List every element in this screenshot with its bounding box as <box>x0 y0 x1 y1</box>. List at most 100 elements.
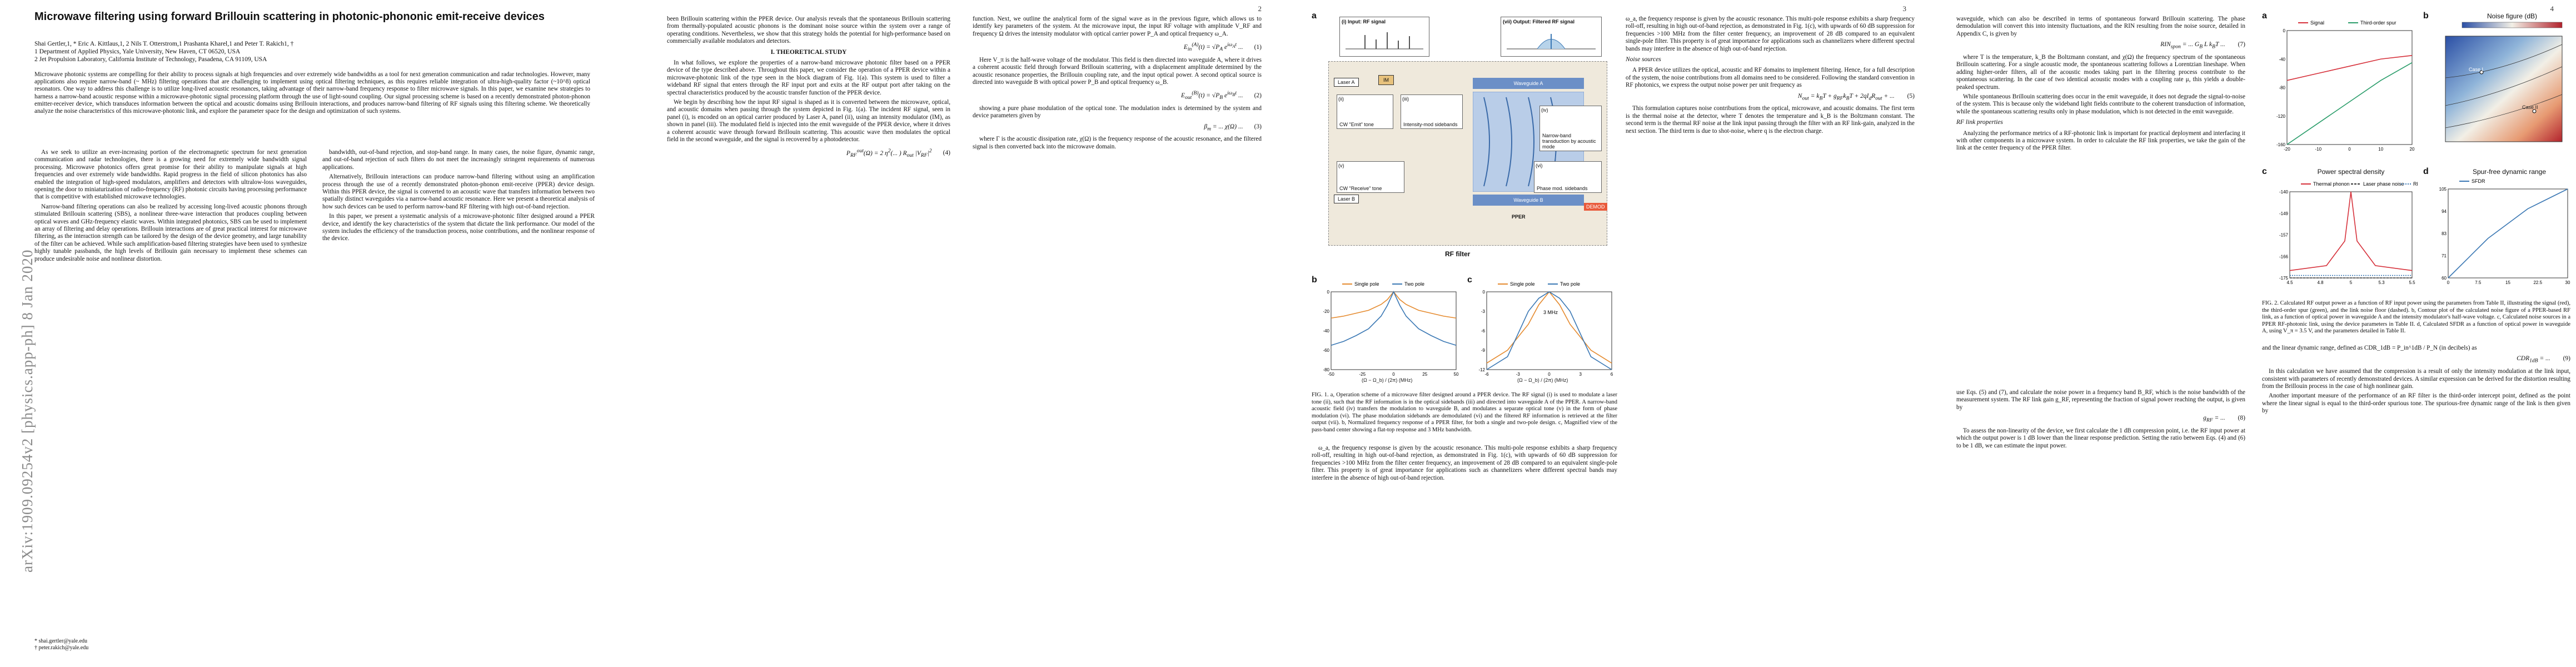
y-tick-label: -120 <box>2276 114 2286 119</box>
fig2b-case-2: Case II <box>2522 104 2538 110</box>
y-tick-label: -80 <box>1323 367 1329 372</box>
roman-v: (v) <box>1338 163 1344 168</box>
x-tick-label: 0 <box>1548 372 1551 377</box>
legend-label: Single pole <box>1354 281 1379 287</box>
figure-2c: c Power spectral density 4.5 4.8 5 5.3 5.5 -1… <box>2262 167 2418 295</box>
figure-1-caption: FIG. 1. a, Operation scheme of a microwa… <box>1312 392 1617 433</box>
plot-frame <box>2448 188 2568 278</box>
y-tick-label: -40 <box>2279 57 2285 62</box>
panel-label: c <box>1467 275 1472 285</box>
y-tick-label: -140 <box>2279 190 2289 195</box>
roman-vi: (vi) <box>1536 163 1543 168</box>
panel-label: d <box>2423 167 2429 176</box>
y-tick-label: -160 <box>2276 142 2286 147</box>
col8-paragraph-2: In this calculation we have assumed that… <box>2262 368 2570 390</box>
roman-iv: (iv) <box>1541 107 1548 113</box>
body-column-7: use Eqs. (5) and (7), and calculate the … <box>1956 389 2245 452</box>
y-tick-label: -20 <box>1323 309 1329 314</box>
series-line-0 <box>2286 55 2413 81</box>
figure-1a: a (i) Input: RF signal (vii) Output: Fil… <box>1312 11 1612 272</box>
y-tick-label: -80 <box>2279 86 2285 91</box>
figure-2a: a -20 -10 0 10 20 -160 -120 -80 -40 0 Signal Third-… <box>2262 11 2418 161</box>
body-column-1: As we seek to utilize an ever-increasing… <box>34 149 307 265</box>
y-tick-label: -9 <box>1481 348 1486 353</box>
input-rf-signal-box: (i) Input: RF signal <box>1339 17 1429 57</box>
laser-a-box: Laser A <box>1334 78 1359 87</box>
x-tick-label: 20 <box>2410 147 2415 152</box>
rf-filter-label: RF filter <box>1445 250 1471 258</box>
page-1: arXiv:1909.09254v2 [physics.app-ph] 8 Ja… <box>0 0 639 667</box>
x-tick-label: -25 <box>1359 372 1366 377</box>
x-tick-label: -50 <box>1328 372 1334 377</box>
legend-label: Thermal phonon <box>2313 181 2350 187</box>
y-tick-label: 60 <box>2442 276 2447 281</box>
x-tick-label: 3 <box>1580 372 1582 377</box>
x-tick-label: 22.5 <box>2533 280 2542 285</box>
col7-paragraph-1: use Eqs. (5) and (7), and calculate the … <box>1956 389 2245 411</box>
x-tick-label: -3 <box>1516 372 1521 377</box>
x-tick-label: -10 <box>2315 147 2321 152</box>
affiliation-2: 2 Jet Propulsion Laboratory, California … <box>34 56 267 63</box>
x-tick-label: 4.8 <box>2317 280 2324 285</box>
series-line-1 <box>1331 291 1457 346</box>
x-tick-label: 0 <box>2348 147 2351 152</box>
fig2b-heatmap <box>2445 22 2563 142</box>
y-tick-label: 71 <box>2442 253 2447 258</box>
panel-label: b <box>2423 11 2429 21</box>
page-2: 2 been Brillouin scattering within the P… <box>645 0 1284 667</box>
footnotes: * shai.gertler@yale.edu † peter.rakich@y… <box>34 638 88 651</box>
x-tick-label: 50 <box>1454 372 1459 377</box>
figure-2-caption: FIG. 2. Calculated RF output power as a … <box>2262 300 2570 334</box>
series-line-1 <box>2286 62 2413 145</box>
input-label: (i) Input: RF signal <box>1342 19 1386 24</box>
body-column-3: been Brillouin scattering within the PPE… <box>667 16 950 162</box>
figure-2b: b Noise figure (dB) <box>2423 11 2573 161</box>
fig2c-plot: 4.5 4.8 5 5.3 5.5 -175 -166 -157 -149 -140 Thermal… <box>2279 181 2418 285</box>
fig1c-plot: -6 -3 0 3 6 -12 -9 -6 -3 0 Single pole Two pole 3 MH… <box>1478 281 1613 377</box>
intensity-sidebands-box: (iii) Intensity-mod sidebands <box>1401 94 1463 129</box>
affiliation-1: 1 Department of Applied Physics, Yale Un… <box>34 48 241 55</box>
page-number: 4 <box>2550 4 2554 13</box>
equation-3: βm = ... χ(Ω) ... (3) <box>1204 123 1262 132</box>
fig2c-title: Power spectral density <box>2317 168 2385 176</box>
x-tick-label: 5.5 <box>2409 280 2415 285</box>
x-tick-label: 7.5 <box>2475 280 2482 285</box>
col7-paragraph-2: To assess the non-linearity of the devic… <box>1956 427 2245 449</box>
intensity-sidebands-label: Intensity-mod sidebands <box>1403 122 1458 127</box>
col3-paragraph-2: In what follows, we explore the properti… <box>667 59 950 96</box>
y-tick-label: 94 <box>2442 209 2447 214</box>
x-tick-label: 5 <box>2350 280 2353 285</box>
y-tick-label: 0 <box>1483 290 1486 295</box>
legend-label: Two pole <box>1404 281 1424 287</box>
fig2d-title: Spur-free dynamic range <box>2472 168 2547 176</box>
x-tick-label: -6 <box>1484 372 1489 377</box>
fig2b-case-1: Case I <box>2469 67 2484 72</box>
equation-5: Nout = kBT + gRFkBT + 2qIdRout + ... (5) <box>1797 92 1915 101</box>
arxiv-side-label: arXiv:1909.09254v2 [physics.app-ph] 8 Ja… <box>19 249 36 573</box>
plot-frame <box>2289 191 2413 278</box>
footnote-email-1[interactable]: * shai.gertler@yale.edu <box>34 638 88 644</box>
x-tick-label: 0 <box>2447 280 2450 285</box>
y-tick-label: 0 <box>2283 28 2286 33</box>
body-column-5a: ω_a, the frequency response is given by … <box>1312 445 1617 484</box>
y-tick-label: -157 <box>2279 233 2289 238</box>
body-column-6: waveguide, which can also be described i… <box>1956 16 2245 155</box>
y-tick-label: -3 <box>1481 309 1486 314</box>
x-tick-label: 10 <box>2378 147 2383 152</box>
equation-9: CDR1dB = ... (9) <box>2517 355 2570 364</box>
y-tick-label: -175 <box>2279 276 2289 281</box>
y-tick-label: -166 <box>2279 254 2289 259</box>
x-tick-label: 25 <box>1422 372 1427 377</box>
col2-paragraph-3: In this paper, we present a systematic a… <box>322 213 595 242</box>
col6-paragraph-3: While spontaneous Brillouin scattering d… <box>1956 93 2245 115</box>
phase-sidebands-label: Phase mod. sidebands <box>1537 186 1588 191</box>
fig1b-xlabel: (Ω − Ω_b) / (2π) (MHz) <box>1362 377 1413 383</box>
col5-paragraph-2: A PPER device utilizes the optical, acou… <box>1626 67 1915 89</box>
footnote-email-2[interactable]: † peter.rakich@yale.edu <box>34 645 89 651</box>
col5b-paragraph: ω_a, the frequency response is given by … <box>1626 16 1915 52</box>
x-tick-label: 4.5 <box>2286 280 2293 285</box>
demodulator-box: DEMOD <box>1584 203 1607 211</box>
y-tick-label: -12 <box>1478 367 1485 372</box>
equation-8: gRF = ... (8) <box>2203 415 2245 424</box>
series-line-0 <box>2448 188 2568 278</box>
